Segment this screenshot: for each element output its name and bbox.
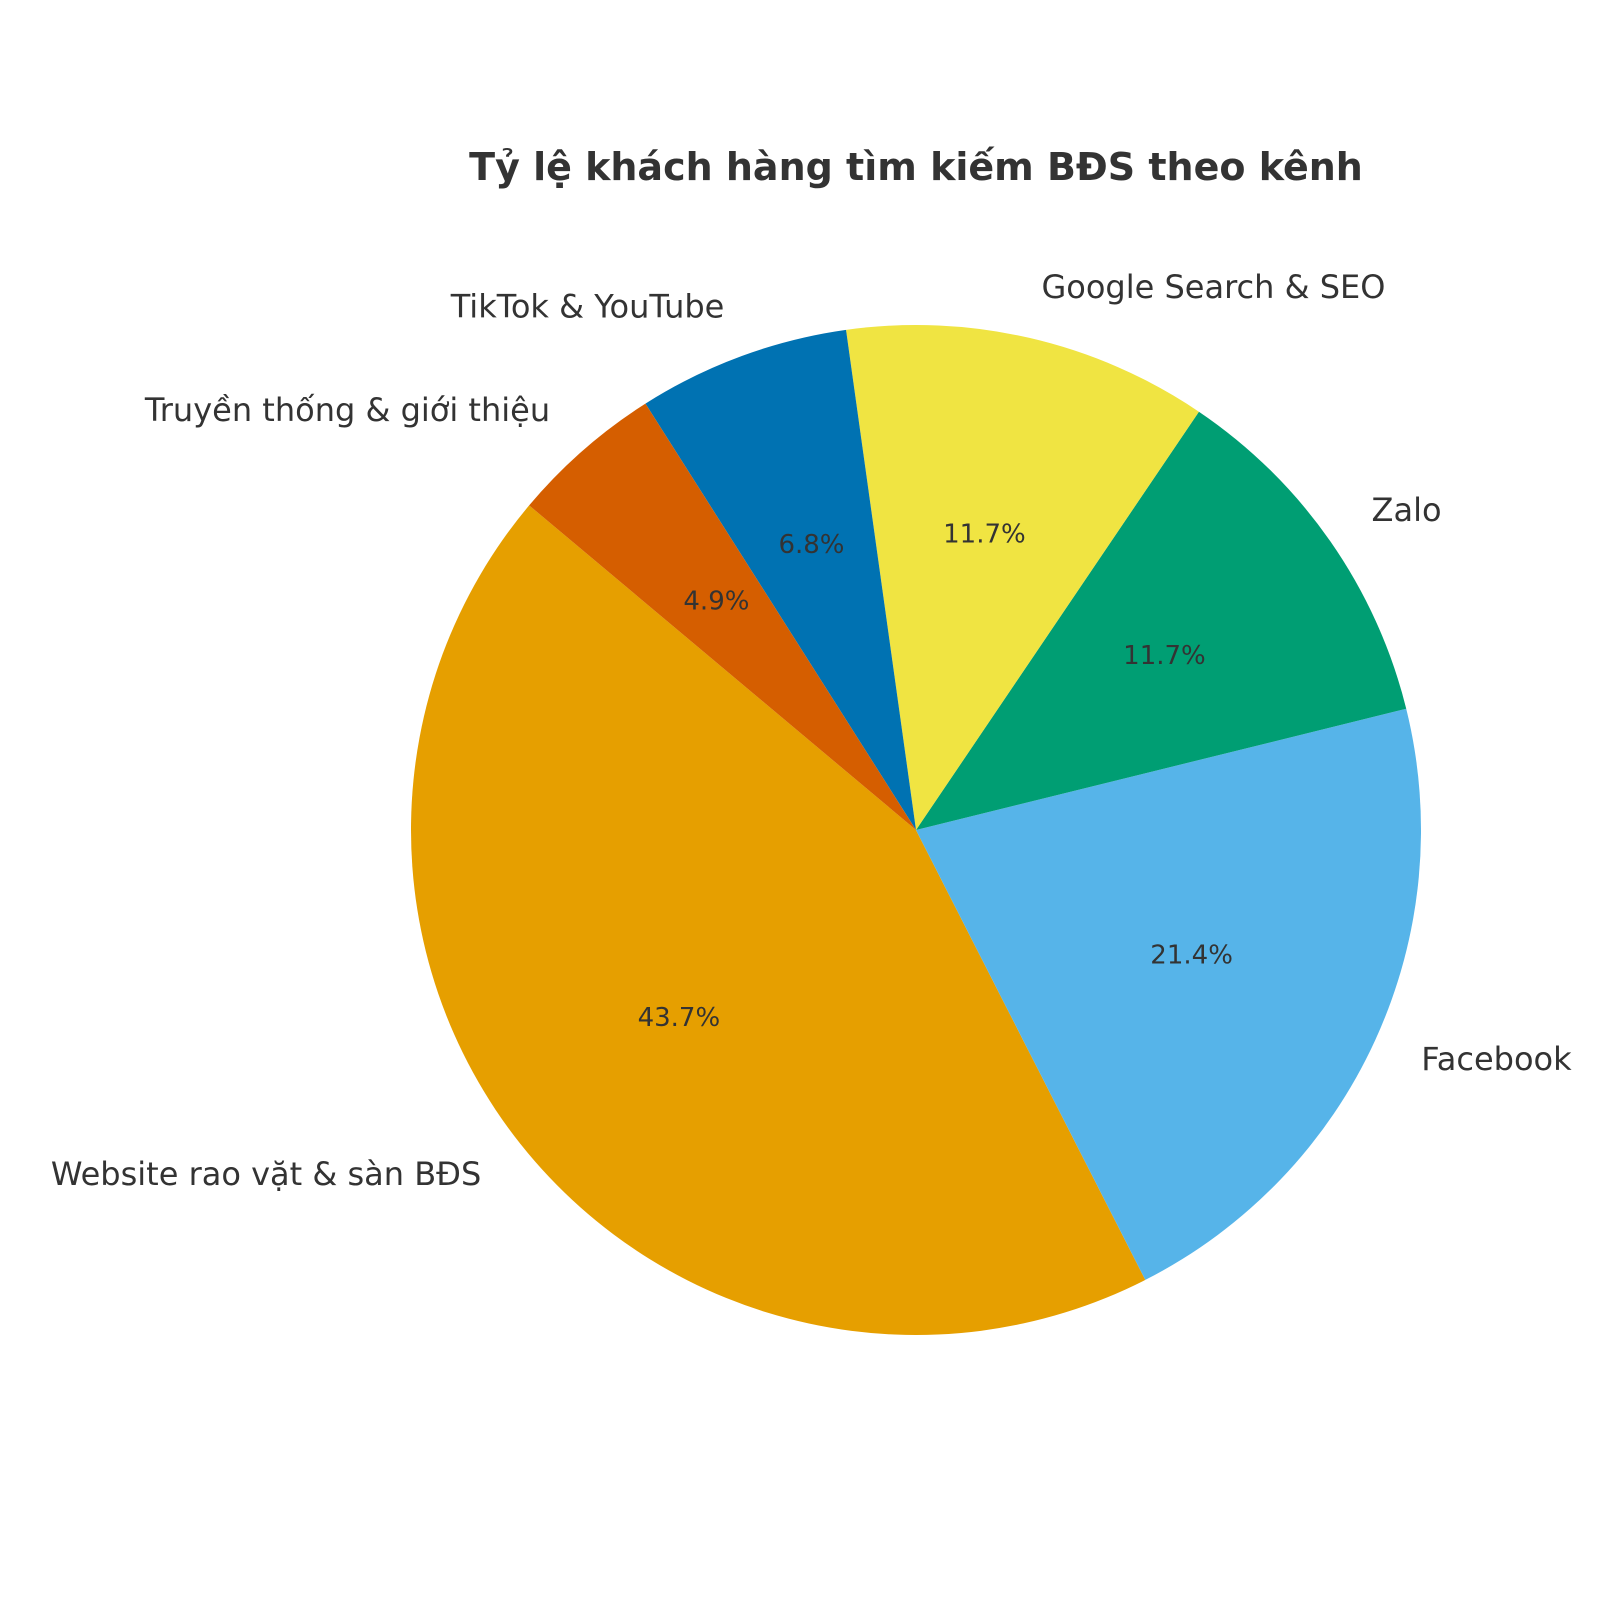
slice-pct-label-3: 11.7%: [943, 519, 1026, 549]
pie-slices: [410, 325, 1421, 1336]
slice-label-3: Google Search & SEO: [1041, 268, 1385, 306]
slice-pct-label-5: 4.9%: [683, 587, 749, 617]
slice-pct-label-0: 43.7%: [638, 1003, 721, 1033]
pie-slice-2: [916, 411, 1407, 830]
slice-label-2: Zalo: [1372, 491, 1442, 529]
pie-labels: Website rao vặt & sàn BĐS 43.7% Facebook 21…: [51, 268, 1572, 1193]
pie-slice-3: [846, 325, 1199, 830]
pie-slice-4: [645, 329, 916, 830]
slice-label-5: Truyền thống & giới thiệu: [144, 391, 550, 429]
pie-slice-1: [916, 708, 1421, 1280]
slice-pct-label-1: 21.4%: [1150, 940, 1233, 970]
chart-title: Tỷ lệ khách hàng tìm kiếm BĐS theo kênh: [469, 145, 1363, 189]
slice-pct-label-2: 11.7%: [1123, 641, 1206, 671]
slice-label-4: TikTok & YouTube: [450, 288, 725, 326]
slice-label-0: Website rao vặt & sàn BĐS: [51, 1155, 481, 1193]
pie-slice-5: [529, 403, 916, 830]
pie-slice-0: [410, 505, 1146, 1336]
slice-pct-label-4: 6.8%: [778, 530, 844, 560]
slice-label-1: Facebook: [1421, 1040, 1572, 1078]
